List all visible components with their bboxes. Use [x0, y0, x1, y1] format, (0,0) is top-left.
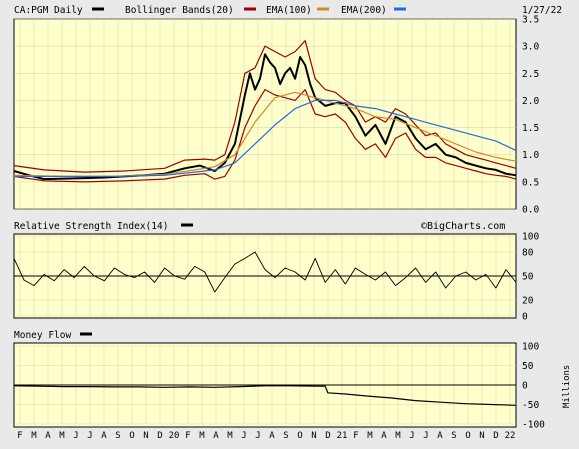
- price-y-axis: 0.0 0.5 1.0 1.5 2.0 2.5 3.0 3.5: [522, 15, 539, 216]
- x-tick-label: M: [395, 431, 401, 441]
- price-y-tick-label: 2.0: [522, 96, 539, 107]
- x-tick-label: J: [409, 431, 414, 441]
- x-axis: F M A M J J A S O N D 20 F M A M J J A S O N D 21 F M A M J J A S O N D 22: [17, 431, 515, 441]
- price-grid: [14, 18, 516, 210]
- x-tick-label: M: [227, 431, 233, 441]
- x-tick-label: M: [31, 431, 37, 441]
- price-series-3: [13, 91, 517, 177]
- x-tick-label: D: [325, 431, 330, 441]
- x-tick-label: O: [129, 431, 134, 441]
- x-tick-label: M: [59, 431, 65, 441]
- x-tick-label: A: [45, 431, 51, 441]
- x-tick-label: S: [451, 431, 456, 441]
- mf-y-tick-label: 50: [522, 361, 534, 372]
- rsi-y-tick-label: 100: [522, 232, 539, 243]
- mf-header-band: [0, 325, 579, 343]
- x-tick-label: F: [353, 431, 358, 441]
- x-tick-label: 21: [337, 431, 348, 441]
- mf-y-tick-label: -100: [522, 420, 545, 431]
- mf-title: Money Flow: [14, 330, 71, 341]
- x-tick-label: A: [437, 431, 443, 441]
- rsi-header-band: [0, 216, 579, 234]
- legend: CA:PGM Daily Bollinger Bands(20) EMA(100…: [14, 5, 562, 16]
- x-tick-label: J: [241, 431, 246, 441]
- price-y-tick-label: 3.0: [522, 42, 539, 53]
- x-tick-label: S: [283, 431, 288, 441]
- x-tick-label: M: [199, 431, 205, 441]
- x-tick-label: J: [87, 431, 92, 441]
- bollinger-label: Bollinger Bands(20): [125, 5, 234, 16]
- x-tick-label: F: [185, 431, 190, 441]
- date-label: 1/27/22: [522, 5, 562, 16]
- price-y-tick-label: 1.0: [522, 150, 539, 161]
- x-tick-label: O: [297, 431, 302, 441]
- x-tick-label: J: [423, 431, 428, 441]
- x-tick-label: D: [493, 431, 498, 441]
- mf-grid: [14, 345, 516, 425]
- x-tick-label: N: [311, 431, 316, 441]
- x-tick-label: A: [101, 431, 107, 441]
- x-tick-label: A: [269, 431, 275, 441]
- mf-series-0: [13, 385, 517, 406]
- price-y-tick-label: 2.5: [522, 69, 539, 80]
- x-tick-label: A: [381, 431, 387, 441]
- mf-y-axis: 100 50 0 -50 -100: [522, 342, 545, 431]
- mf-y-tick-label: 0: [522, 381, 528, 392]
- rsi-series-0: [13, 251, 517, 293]
- x-tick-label: A: [213, 431, 219, 441]
- rsi-y-tick-label: 50: [522, 272, 534, 283]
- mf-series: [13, 385, 517, 406]
- price-y-tick-label: 0.0: [522, 205, 539, 216]
- rsi-y-tick-label: 20: [522, 296, 534, 307]
- x-tick-label: N: [143, 431, 148, 441]
- x-tick-label: 20: [169, 431, 180, 441]
- x-tick-label: N: [479, 431, 484, 441]
- x-tick-label: J: [73, 431, 78, 441]
- x-tick-label: S: [115, 431, 120, 441]
- mf-unit-label: Millions: [562, 365, 572, 408]
- x-tick-label: D: [157, 431, 162, 441]
- rsi-y-tick-label: 0: [522, 312, 528, 323]
- x-tick-label: F: [17, 431, 22, 441]
- price-y-tick-label: 3.5: [522, 15, 539, 26]
- mf-y-tick-label: 100: [522, 342, 539, 353]
- price-y-tick-label: 1.5: [522, 123, 539, 134]
- ema200-label: EMA(200): [341, 5, 387, 16]
- rsi-series: [13, 251, 517, 293]
- x-tick-label: M: [367, 431, 373, 441]
- x-tick-label: O: [465, 431, 470, 441]
- rsi-y-axis: 0 20 50 80 100: [522, 232, 539, 323]
- x-tick-label: 22: [505, 431, 516, 441]
- ema100-label: EMA(100): [266, 5, 312, 16]
- price-series-4: [14, 99, 517, 177]
- symbol-label: CA:PGM Daily: [14, 5, 83, 16]
- price-y-tick-label: 0.5: [522, 177, 539, 188]
- price-series-1: [13, 40, 517, 173]
- watermark: ©BigCharts.com: [421, 221, 505, 232]
- rsi-title: Relative Strength Index(14): [14, 221, 168, 232]
- price-series-2: [13, 88, 517, 183]
- rsi-y-tick-label: 80: [522, 248, 534, 259]
- x-tick-label: J: [255, 431, 260, 441]
- mf-y-tick-label: -50: [522, 400, 539, 411]
- price-series: [13, 40, 517, 183]
